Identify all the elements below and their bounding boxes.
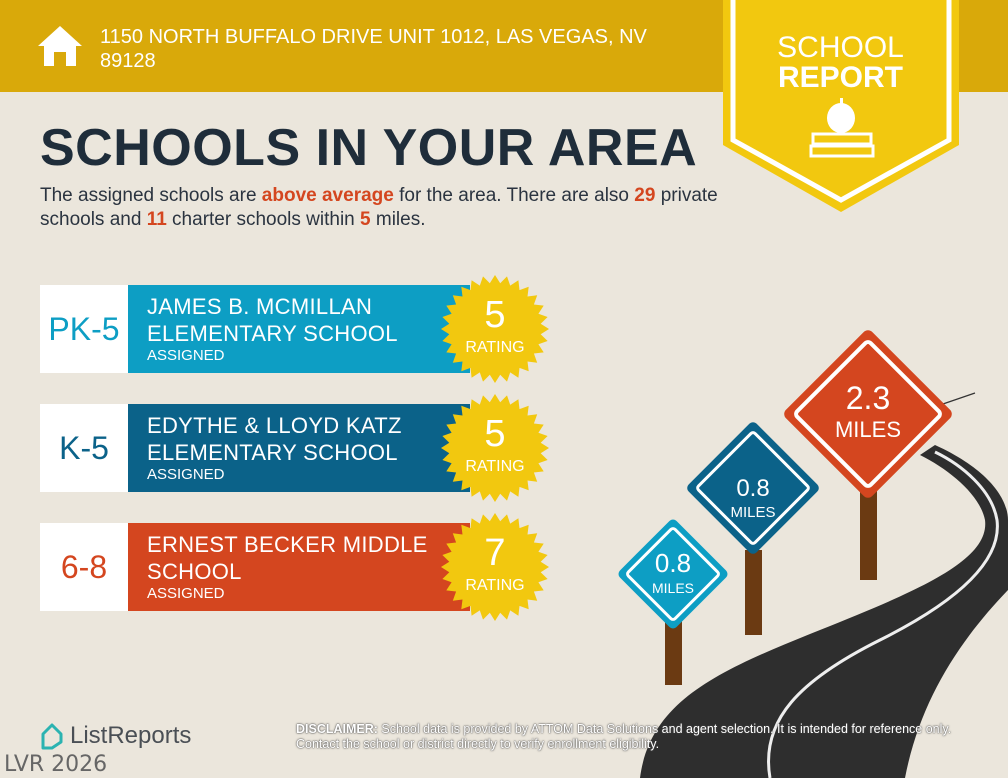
school-name: EDYTHE & LLOYD KATZ ELEMENTARY SCHOOL — [147, 413, 402, 465]
school-report-badge — [723, 0, 959, 212]
rating-seal — [441, 275, 549, 383]
school-name: ERNEST BECKER MIDDLE SCHOOL — [147, 532, 428, 584]
intro-part: private schools and — [40, 185, 718, 230]
sign-distance: 2.3 — [845, 380, 891, 416]
intro-text: The assigned schools are above average f… — [40, 184, 720, 232]
road-centerline — [767, 450, 999, 778]
school-row: PK-5 JAMES B. MCMILLAN ELEMENTARY SCHOOL… — [40, 285, 470, 373]
radius-miles: 5 — [360, 209, 371, 230]
intro-part: miles. — [370, 209, 426, 230]
listreports-logo-icon — [41, 723, 63, 750]
sign-unit: MILES — [730, 504, 776, 521]
school-status: ASSIGNED — [147, 466, 225, 483]
rating-value: 5 — [484, 413, 506, 455]
sign-post — [745, 550, 762, 635]
disclaimer-label: DISCLAIMER: — [296, 722, 378, 736]
property-address: 1150 NORTH BUFFALO DRIVE UNIT 1012, LAS … — [100, 26, 647, 72]
road — [640, 445, 1008, 778]
school-band: JAMES B. MCMILLAN ELEMENTARY SCHOOL ASSI… — [128, 285, 470, 373]
intro-part: charter schools within — [166, 209, 361, 230]
intro-part: for the area. There are also — [393, 185, 635, 206]
sign-post — [860, 490, 877, 580]
home-icon — [38, 26, 82, 66]
grade-range: PK-5 — [40, 285, 128, 373]
rating-seal — [441, 394, 549, 502]
sign-distance: 0.8 — [654, 548, 692, 578]
charter-school-count: 11 — [146, 209, 167, 230]
rating-value: 7 — [484, 532, 506, 574]
grade-range: K-5 — [40, 404, 128, 492]
school-status: ASSIGNED — [147, 585, 225, 602]
sign-unit: MILES — [834, 417, 902, 442]
page-title: SCHOOLS IN YOUR AREA — [40, 119, 698, 177]
school-row: 6-8 ERNEST BECKER MIDDLE SCHOOL ASSIGNED — [40, 523, 470, 611]
rating-value: 5 — [484, 294, 506, 336]
rating-label: RATING — [465, 577, 525, 594]
sign-distance: 0.8 — [736, 475, 770, 502]
disclaimer-text: School data is provided by ATTOM Data So… — [296, 722, 952, 751]
listreports-logo: ListReports — [40, 722, 191, 750]
intro-part: The assigned schools are — [40, 185, 262, 206]
rating-label: RATING — [465, 458, 525, 475]
badge-line-2: REPORT — [777, 61, 903, 94]
intro-highlight: above average — [261, 185, 394, 206]
distance-sign — [618, 519, 728, 629]
private-school-count: 29 — [634, 185, 656, 206]
rating-label: RATING — [465, 339, 525, 356]
school-status: ASSIGNED — [147, 347, 225, 364]
sign-post — [665, 615, 682, 685]
sign-unit: MILES — [651, 580, 694, 596]
badge-line-1: SCHOOL — [777, 31, 904, 64]
distance-sign — [687, 422, 819, 554]
watermark: LVR 2026 — [4, 752, 108, 777]
school-band: EDYTHE & LLOYD KATZ ELEMENTARY SCHOOL AS… — [128, 404, 470, 492]
school-row: K-5 EDYTHE & LLOYD KATZ ELEMENTARY SCHOO… — [40, 404, 470, 492]
disclaimer: DISCLAIMER: School data is provided by A… — [296, 722, 976, 752]
grade-range: 6-8 — [40, 523, 128, 611]
apple-books-icon — [809, 98, 875, 158]
rating-seal — [441, 513, 549, 621]
distance-sign — [784, 330, 952, 498]
logo-text: ListReports — [70, 722, 192, 749]
school-name: JAMES B. MCMILLAN ELEMENTARY SCHOOL — [147, 294, 398, 346]
school-band: ERNEST BECKER MIDDLE SCHOOL ASSIGNED — [128, 523, 470, 611]
